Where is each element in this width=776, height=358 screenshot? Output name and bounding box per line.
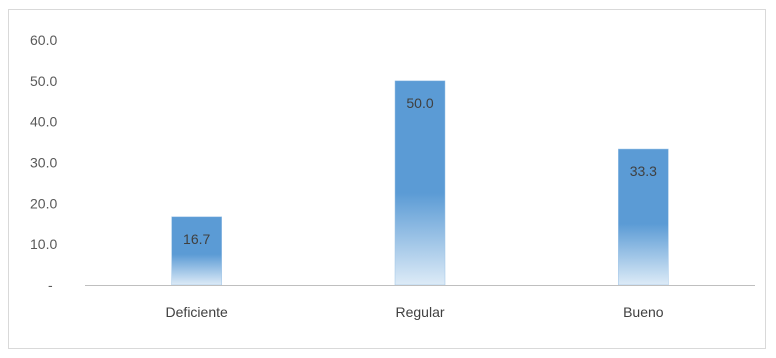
x-tick-label: Bueno (623, 304, 664, 320)
y-tick-label: - (48, 277, 53, 293)
bar-deficiente (171, 216, 222, 286)
y-tick-label: 50.0 (30, 73, 57, 89)
bar-regular (394, 80, 446, 286)
bar-bueno (618, 148, 669, 286)
y-tick-label: 10.0 (30, 236, 57, 252)
data-label: 33.3 (630, 163, 657, 179)
y-axis: - 10.0 20.0 30.0 40.0 50.0 60.0 (30, 32, 57, 293)
data-label: 16.7 (183, 231, 210, 247)
x-axis: Deficiente Regular Bueno (166, 304, 664, 320)
y-tick-label: 20.0 (30, 195, 57, 211)
y-tick-label: 40.0 (30, 114, 57, 130)
x-tick-label: Deficiente (166, 304, 228, 320)
y-tick-label: 30.0 (30, 155, 57, 171)
data-label: 50.0 (406, 95, 433, 111)
bars (171, 80, 669, 286)
data-labels: 16.7 50.0 33.3 (183, 95, 657, 247)
x-tick-label: Regular (395, 304, 444, 320)
y-tick-label: 60.0 (30, 32, 57, 48)
